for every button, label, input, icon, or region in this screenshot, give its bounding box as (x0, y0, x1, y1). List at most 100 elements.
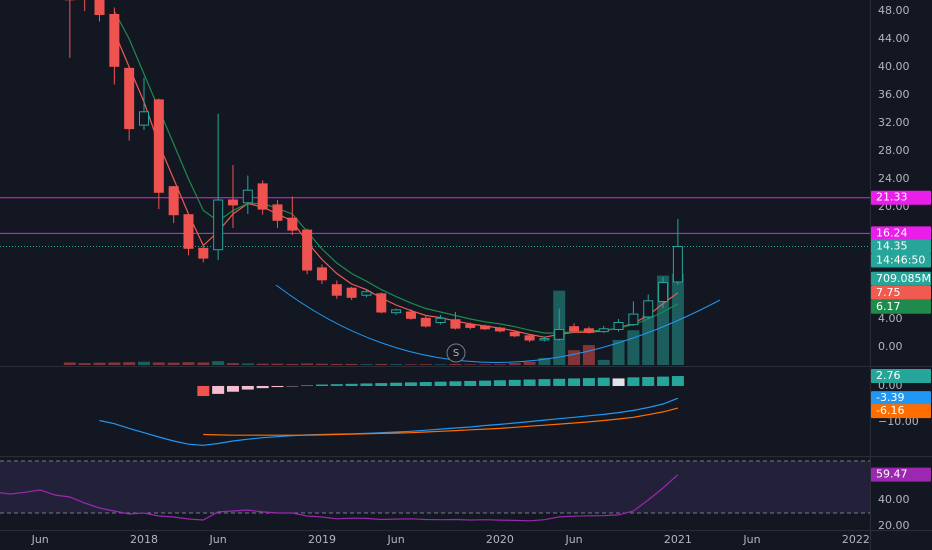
candle-body (628, 313, 639, 326)
pane (99, 376, 684, 446)
histogram-bar (508, 379, 521, 386)
price-label-box (871, 190, 931, 205)
candle-body (524, 335, 535, 341)
candle-body (168, 186, 179, 216)
candle-body (420, 317, 431, 327)
histogram-bar (597, 377, 610, 386)
macd-line (99, 397, 679, 446)
price-label: 14.35 (876, 240, 908, 253)
candle-body (643, 300, 654, 318)
candle-body (139, 111, 149, 126)
y-tick-label: 20.00 (878, 519, 910, 532)
histogram-bar (568, 378, 581, 386)
histogram-bar (464, 380, 477, 386)
candle-body (391, 309, 402, 314)
volume-bar (241, 363, 254, 365)
drawing-icon-label[interactable]: S (453, 348, 459, 359)
histogram-bar (256, 385, 269, 389)
rounding-drawing (275, 284, 721, 363)
price-label: -6.16 (876, 404, 904, 417)
x-tick-label: 2022 (842, 533, 870, 546)
candle-body (405, 311, 416, 319)
candle-body (287, 217, 298, 231)
countdown: 14:46:50 (876, 254, 925, 267)
candle-body (376, 293, 387, 313)
volume-bar (330, 363, 343, 365)
price-label-box (871, 391, 931, 406)
panes (0, 0, 870, 522)
histogram-bar (479, 380, 492, 386)
countdown-box (871, 253, 931, 268)
histogram-bar (330, 384, 343, 386)
histogram-bar (582, 378, 595, 386)
volume-bar (182, 362, 195, 365)
histogram-bar (553, 378, 566, 386)
price-label: 21.33 (876, 191, 908, 204)
volume-bar (138, 361, 150, 365)
volume-bar (493, 364, 506, 365)
volume-bar (375, 363, 388, 365)
volume-bar (63, 362, 76, 365)
pane (0, 460, 870, 522)
candle-body (658, 282, 669, 303)
candle-body (183, 214, 194, 249)
x-tick-label: Jun (564, 533, 582, 546)
volume-bar (597, 359, 610, 365)
volume-bar (404, 364, 417, 365)
candle-body (94, 0, 105, 15)
volume-bar (508, 363, 521, 365)
volume-bar (671, 273, 684, 365)
price-label: 709.085M (876, 272, 931, 285)
y-tick-label: 0.00 (878, 340, 903, 353)
drawing-icon[interactable] (446, 343, 466, 363)
price-label-box (871, 271, 931, 286)
pane (0, 0, 870, 365)
axes: Jun 2018 Jun 2019 Jun 2020 Jun 2021 Jun 2022 48.00… (31, 4, 931, 546)
histogram-bar (419, 382, 432, 386)
y-tick-label: 44.00 (878, 32, 910, 45)
price-label: 16.24 (876, 226, 908, 239)
candle-body (242, 189, 253, 204)
histogram-bar (345, 383, 358, 386)
volume-bar (582, 345, 595, 365)
volume-bar (108, 362, 121, 365)
candle-body (583, 328, 594, 333)
volume-bar (642, 315, 655, 365)
price-label: 7.75 (876, 286, 901, 299)
x-tick-label: Jun (387, 533, 405, 546)
y-tick-label: 28.00 (878, 144, 910, 157)
candle-body (124, 67, 135, 130)
candle-body (361, 291, 372, 296)
y-tick-label: 48.00 (878, 4, 910, 17)
histogram-bar (627, 377, 640, 386)
y-tick-label: 36.00 (878, 88, 910, 101)
price-label-box (871, 299, 931, 314)
candle-body (346, 287, 357, 298)
histogram-bar (642, 376, 655, 386)
histogram-bar (360, 383, 373, 386)
price-label-box (871, 404, 931, 419)
candle-body (257, 183, 268, 210)
candle-body (450, 319, 461, 329)
candle-body (539, 338, 550, 341)
histogram-bar (212, 385, 225, 394)
y-tick-label: 32.00 (878, 116, 910, 129)
candle-body (198, 247, 209, 259)
candle-body (465, 324, 476, 328)
volume-bar (538, 357, 551, 365)
price-label-box (871, 239, 931, 254)
volume-bar (93, 362, 106, 365)
volume-bar (523, 361, 536, 365)
price-label-box (871, 285, 931, 300)
rsi-line (0, 474, 679, 522)
histogram-bar (375, 383, 388, 386)
price-label-box (871, 369, 931, 384)
x-tick-label: Jun (209, 533, 227, 546)
histogram-bar (390, 382, 403, 386)
y-tick-label: 40.00 (878, 493, 910, 506)
volume-bar (212, 361, 225, 365)
volume-bar (256, 363, 269, 365)
volume-bar (167, 362, 180, 365)
